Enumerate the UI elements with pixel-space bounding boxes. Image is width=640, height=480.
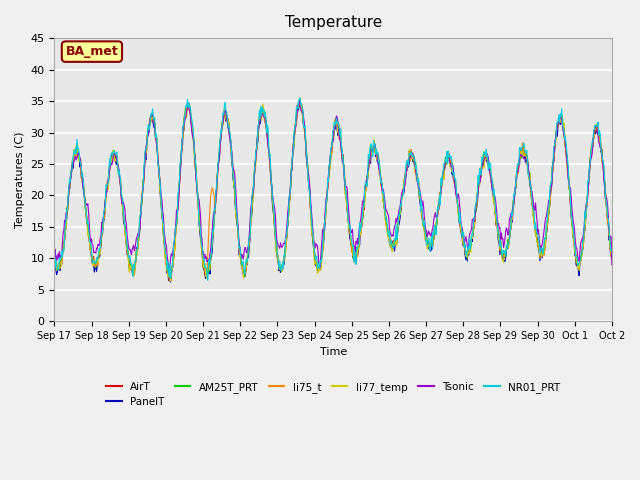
PanelT	[268, 185, 276, 191]
li75_t	[166, 278, 174, 284]
AirT	[268, 182, 276, 188]
X-axis label: Time: Time	[319, 347, 347, 357]
li77_temp	[167, 278, 175, 284]
PanelT	[247, 221, 255, 227]
Line: li75_t: li75_t	[54, 99, 612, 281]
NR01_PRT	[51, 241, 58, 247]
AM25T_PRT	[116, 176, 124, 181]
li77_temp	[424, 247, 431, 252]
Tsonic	[422, 228, 430, 233]
NR01_PRT	[219, 110, 227, 116]
Legend: AirT, PanelT, AM25T_PRT, li75_t, li77_temp, Tsonic, NR01_PRT: AirT, PanelT, AM25T_PRT, li75_t, li77_te…	[102, 377, 564, 411]
PanelT	[51, 255, 58, 261]
Line: PanelT: PanelT	[54, 101, 612, 282]
Tsonic	[246, 222, 253, 228]
Title: Temperature: Temperature	[285, 15, 382, 30]
Line: AM25T_PRT: AM25T_PRT	[54, 102, 612, 277]
Tsonic	[116, 175, 124, 180]
AM25T_PRT	[608, 248, 616, 254]
Tsonic	[51, 270, 58, 276]
AirT	[424, 241, 431, 247]
AM25T_PRT	[268, 185, 276, 191]
AM25T_PRT	[424, 239, 431, 245]
AirT	[392, 235, 400, 240]
li77_temp	[296, 95, 304, 101]
Tsonic	[392, 222, 399, 228]
li75_t	[268, 187, 276, 193]
AirT	[296, 99, 304, 105]
PanelT	[392, 238, 400, 243]
Text: BA_met: BA_met	[65, 45, 118, 58]
Line: li77_temp: li77_temp	[54, 98, 612, 281]
AirT	[165, 277, 173, 283]
PanelT	[296, 98, 304, 104]
AirT	[608, 256, 616, 262]
li75_t	[219, 114, 227, 120]
NR01_PRT	[116, 173, 124, 179]
li77_temp	[608, 252, 616, 258]
NR01_PRT	[424, 239, 431, 245]
li75_t	[424, 244, 431, 250]
NR01_PRT	[296, 96, 304, 101]
Tsonic	[608, 262, 616, 268]
Line: Tsonic: Tsonic	[54, 101, 612, 273]
AirT	[247, 219, 255, 225]
AirT	[51, 256, 58, 262]
li77_temp	[392, 237, 400, 242]
NR01_PRT	[268, 181, 276, 187]
PanelT	[219, 119, 227, 124]
AM25T_PRT	[295, 99, 303, 105]
li77_temp	[51, 257, 58, 263]
AM25T_PRT	[247, 213, 255, 219]
Tsonic	[296, 98, 303, 104]
li75_t	[608, 253, 616, 259]
AM25T_PRT	[392, 236, 400, 241]
Y-axis label: Temperatures (C): Temperatures (C)	[15, 132, 25, 228]
li77_temp	[219, 122, 227, 128]
Tsonic	[218, 122, 226, 128]
NR01_PRT	[204, 277, 212, 283]
li77_temp	[268, 185, 276, 191]
li75_t	[392, 234, 400, 240]
Line: AirT: AirT	[54, 102, 612, 280]
NR01_PRT	[247, 219, 255, 225]
li75_t	[51, 254, 58, 260]
AirT	[219, 114, 227, 120]
NR01_PRT	[608, 247, 616, 253]
PanelT	[608, 254, 616, 260]
AM25T_PRT	[51, 250, 58, 255]
Tsonic	[267, 176, 275, 181]
li75_t	[247, 222, 255, 228]
AM25T_PRT	[165, 274, 173, 280]
AM25T_PRT	[219, 114, 227, 120]
PanelT	[167, 279, 175, 285]
li75_t	[116, 178, 124, 184]
li75_t	[296, 96, 303, 102]
Line: NR01_PRT: NR01_PRT	[54, 98, 612, 280]
NR01_PRT	[392, 222, 400, 228]
AirT	[116, 178, 124, 184]
li77_temp	[116, 176, 124, 181]
li77_temp	[247, 216, 255, 222]
PanelT	[116, 180, 124, 186]
PanelT	[424, 242, 431, 248]
